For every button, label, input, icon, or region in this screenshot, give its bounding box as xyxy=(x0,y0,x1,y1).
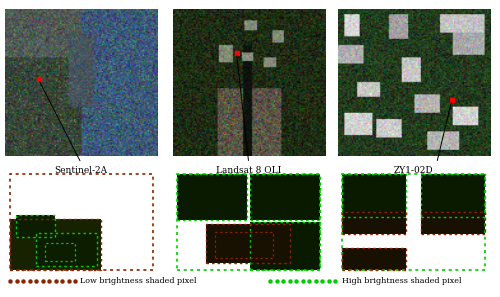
Bar xyxy=(206,224,290,263)
Bar xyxy=(342,174,406,217)
Bar xyxy=(36,233,96,266)
Bar xyxy=(10,219,101,270)
Bar xyxy=(342,248,406,270)
Bar xyxy=(342,212,406,234)
Bar xyxy=(16,215,56,237)
Bar xyxy=(36,233,96,266)
Bar xyxy=(342,248,406,270)
Bar xyxy=(16,215,56,237)
Bar xyxy=(44,242,75,261)
Bar xyxy=(422,174,486,217)
Bar xyxy=(10,219,101,270)
Bar xyxy=(250,174,320,220)
Bar xyxy=(250,174,320,220)
Bar xyxy=(250,222,320,270)
Bar xyxy=(342,212,406,234)
Bar xyxy=(206,224,290,263)
Bar xyxy=(422,212,486,234)
Bar xyxy=(177,174,247,220)
Bar xyxy=(422,174,486,217)
Text: Landsat 8 OLI: Landsat 8 OLI xyxy=(216,166,282,175)
Text: Sentinel-2A: Sentinel-2A xyxy=(54,166,108,175)
Bar xyxy=(422,212,486,234)
Bar xyxy=(177,174,247,220)
Text: High brightness shaded pixel: High brightness shaded pixel xyxy=(342,277,462,285)
Text: ZY1-02D: ZY1-02D xyxy=(394,166,434,175)
Bar xyxy=(250,222,320,270)
Text: Low brightness shaded pixel: Low brightness shaded pixel xyxy=(80,277,196,285)
Bar xyxy=(215,232,273,258)
Bar xyxy=(342,174,406,217)
